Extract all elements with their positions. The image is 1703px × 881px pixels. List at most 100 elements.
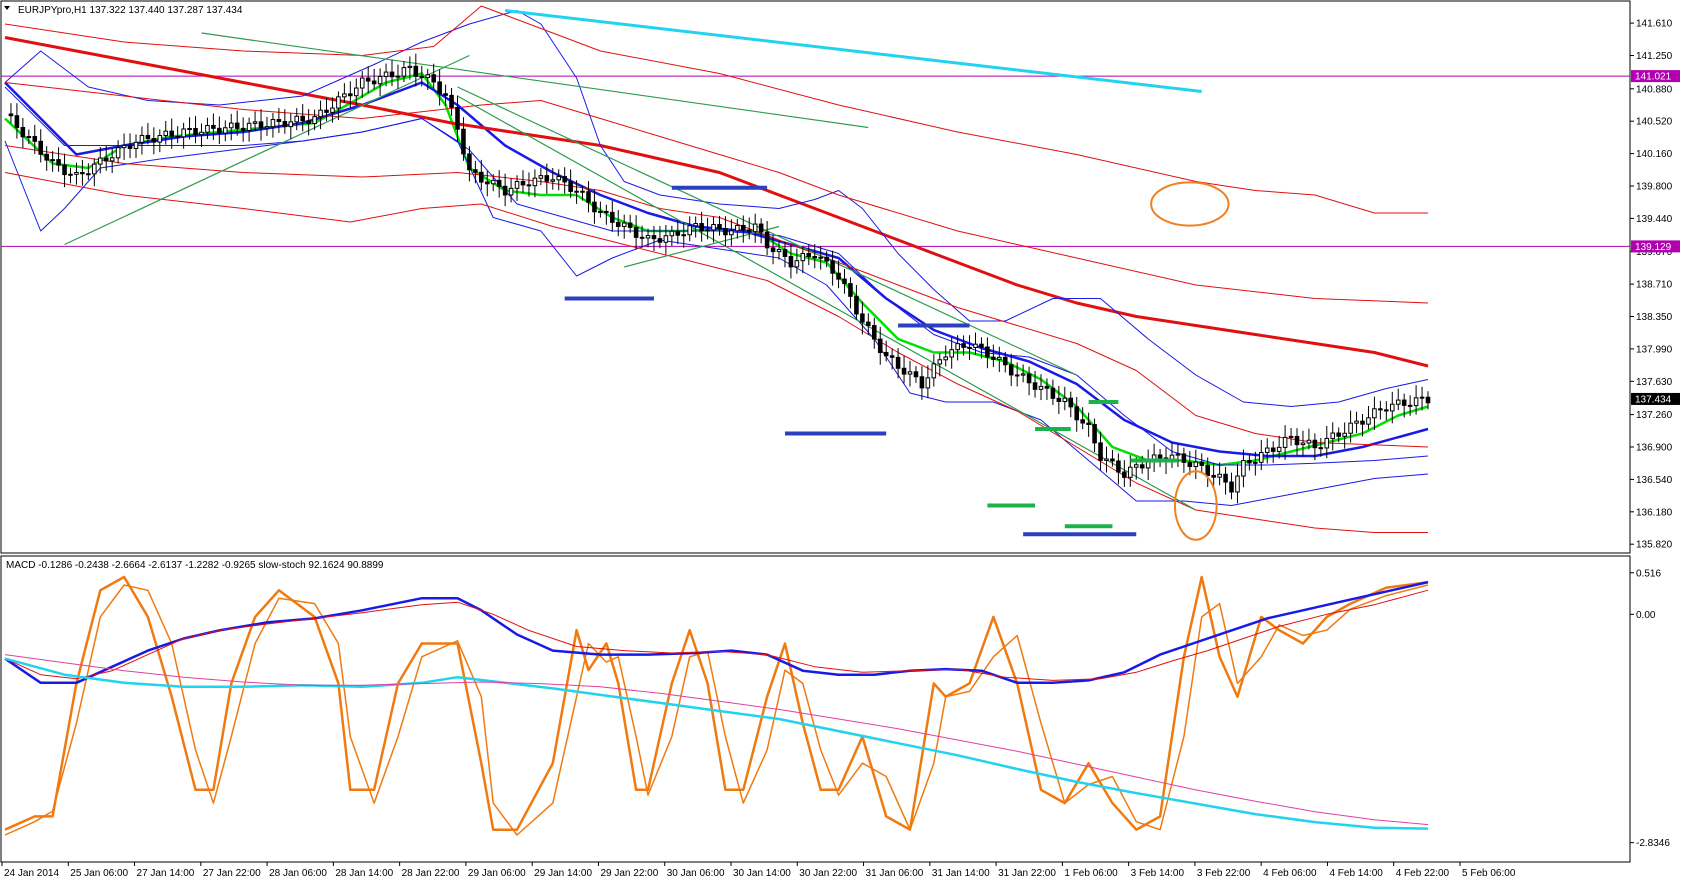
trendline-trendline [624,225,780,268]
candle-bear [1080,419,1085,424]
price-marker-label: 139.129 [1635,242,1672,253]
candle-bull [818,256,823,259]
candle-bear [639,236,645,239]
highlight-circle [1173,470,1218,541]
candle-bull [401,67,407,77]
candle-bear [20,127,26,138]
price-tick-label: 136.900 [1636,443,1673,454]
candle-bear [615,221,621,227]
candle-bull [383,71,389,78]
candle-bull [26,136,32,139]
candle-bear [193,128,198,136]
candle-bull [949,349,954,358]
time-tick-label: 29 Jan 22:00 [600,868,658,879]
candle-bear [1116,460,1121,473]
time-tick-label: 27 Jan 22:00 [203,868,261,879]
price-marker-label: 141.021 [1635,72,1672,83]
dropdown-triangle-icon[interactable] [4,6,10,10]
candle-bear [449,94,454,108]
highlight-circle [1150,181,1230,227]
candle-bull [1128,466,1133,478]
candle-bear [1318,447,1324,450]
indicator-tick-label: -2.8346 [1636,838,1670,849]
candle-bear [1157,454,1163,459]
candle-bear [895,356,901,369]
candle-bear [1181,453,1187,463]
candle-bear [770,247,776,253]
price-series-line-sma_slow [4,36,1429,368]
price-axis: 141.610 141.250 140.880 140.520 140.160 139.8… [1630,19,1680,551]
candle-bear [1110,458,1115,462]
candle-bull [252,121,258,124]
candle-bear [544,175,550,182]
price-series-line-envelope_thin [4,172,1428,533]
candle-bull [1038,385,1044,390]
candle-bear [1229,481,1234,493]
candle-bear [1014,374,1020,377]
indicator-pane[interactable]: MACD -0.1286 -0.2438 -2.6664 -2.6137 -1.… [0,555,1631,863]
candle-bear [699,223,704,232]
candle-bull [377,76,383,85]
candle-bear [877,338,883,353]
candle-bull [532,177,538,187]
candle-bull [729,230,734,236]
time-tick-label: 4 Feb 06:00 [1263,868,1317,879]
candle-bull [1372,408,1377,419]
candle-bear [651,235,657,240]
candle-bear [1044,385,1050,389]
indicator-header: MACD -0.1286 -0.2438 -2.6664 -2.6137 -1.… [6,560,384,571]
candle-bear [741,224,746,231]
candle-bull [425,74,431,78]
time-tick-label: 29 Jan 14:00 [534,868,592,879]
candle-bull [1217,473,1222,478]
candle-bear [627,222,633,228]
candle-bear [211,124,216,129]
price-tick-label: 137.990 [1636,344,1673,355]
candle-bear [282,121,288,128]
candle-bear [580,190,585,193]
candle-bull [1348,422,1353,434]
candle-bear [145,134,151,140]
candle-bear [919,376,925,389]
candle-bear [520,181,526,186]
candle-bull [681,234,687,237]
candle-bull [1330,432,1336,439]
candle-bull [1354,420,1359,424]
candle-bull [514,181,520,189]
candle-bull [199,131,204,136]
candle-bull [163,130,169,137]
time-tick-label: 29 Jan 06:00 [468,868,526,879]
candle-bear [526,184,532,187]
time-tick-label: 25 Jan 06:00 [70,868,128,879]
time-tick-label: 4 Feb 14:00 [1329,868,1383,879]
candle-bull [1259,451,1264,463]
candle-bear [234,122,240,129]
candle-bull [223,127,228,134]
candle-bull [318,109,323,118]
time-tick-label: 30 Jan 22:00 [799,868,857,879]
price-tick-label: 141.250 [1636,51,1673,62]
candle-bear [1205,464,1210,476]
candle-bull [1133,464,1139,468]
candle-bear [38,140,44,155]
price-pane[interactable]: EURJPYpro,H1 137.322 137.440 137.287 137… [0,0,1631,554]
candle-bear [348,93,353,97]
candle-bull [330,107,335,113]
candle-bull [1235,475,1240,493]
candle-bear [324,109,329,113]
time-tick-label: 3 Feb 22:00 [1197,868,1251,879]
candle-bear [103,157,109,162]
price-tick-label: 135.820 [1636,540,1673,551]
price-pane-frame [0,0,1631,554]
candle-bull [1389,403,1395,412]
candle-bear [44,153,49,161]
candle-bear [746,229,752,233]
candle-bear [633,226,639,238]
candle-bull [687,225,692,236]
candle-bear [437,81,442,95]
trendline-trendline [201,32,869,129]
candle-bull [74,172,79,175]
indicator-pane-frame [0,555,1631,863]
candle-bear [258,121,264,129]
